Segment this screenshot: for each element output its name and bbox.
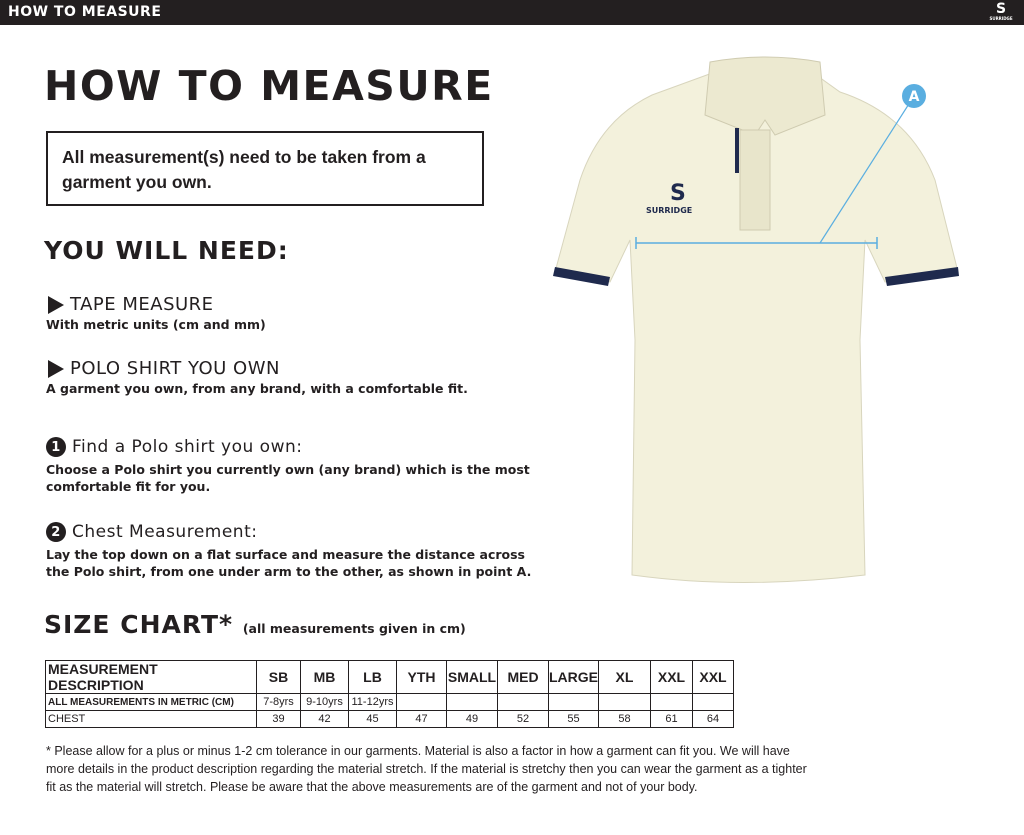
table-cell bbox=[446, 693, 498, 711]
table-cell: 55 bbox=[548, 710, 599, 728]
svg-text:S: S bbox=[670, 181, 686, 206]
size-chart-heading: SIZE CHART* (all measurements given in c… bbox=[44, 610, 466, 639]
table-cell: 58 bbox=[598, 710, 651, 728]
table-cell: SMALL bbox=[446, 660, 498, 694]
size-chart-table: MEASUREMENT DESCRIPTION SB MB LB YTH SMALL MED… bbox=[45, 660, 734, 728]
table-cell: 49 bbox=[446, 710, 498, 728]
shirt-brand: SURRIDGE bbox=[646, 206, 692, 215]
table-row: CHEST 39 42 45 47 49 52 55 58 61 64 bbox=[45, 710, 734, 728]
table-cell: ALL MEASUREMENTS IN METRIC (CM) bbox=[45, 693, 257, 711]
table-cell bbox=[497, 693, 549, 711]
triangle-icon bbox=[48, 359, 64, 378]
table-cell bbox=[548, 693, 599, 711]
point-a-marker bbox=[902, 84, 926, 108]
footnote: * Please allow for a plus or minus 1-2 c… bbox=[46, 744, 807, 794]
table-cell: 11-12yrs bbox=[348, 693, 397, 711]
sleeve-trim-left bbox=[553, 267, 610, 286]
polo-shirt-diagram: S SURRIDGE A bbox=[553, 56, 959, 583]
page-title: HOW TO MEASURE bbox=[44, 62, 494, 110]
table-cell: 45 bbox=[348, 710, 397, 728]
triangle-icon bbox=[48, 295, 64, 314]
table-cell bbox=[598, 693, 651, 711]
table-row: MEASUREMENT DESCRIPTION SB MB LB YTH SMALL MED… bbox=[45, 660, 734, 694]
table-cell: SB bbox=[256, 660, 301, 694]
number-badge: 2 bbox=[46, 522, 66, 542]
table-cell: CHEST bbox=[45, 710, 257, 728]
need-item: POLO SHIRT YOU OWN A garment you own, fr… bbox=[46, 358, 468, 396]
number-badge: 1 bbox=[46, 437, 66, 457]
table-cell: MB bbox=[300, 660, 349, 694]
table-cell: YTH bbox=[396, 660, 447, 694]
table-cell: LARGE bbox=[548, 660, 599, 694]
placket bbox=[739, 129, 771, 231]
header-bar: HOW TO MEASURE S SURRIDGE bbox=[0, 0, 1024, 25]
svg-text:A: A bbox=[909, 89, 920, 105]
table-cell: XXL bbox=[692, 660, 734, 694]
you-will-need-heading: YOU WILL NEED: bbox=[44, 236, 289, 265]
table-cell: 64 bbox=[692, 710, 734, 728]
note-box: All measurement(s) need to be taken from… bbox=[46, 131, 484, 206]
table-cell: 9-10yrs bbox=[300, 693, 349, 711]
sleeve-trim-right bbox=[885, 267, 959, 286]
table-cell: LB bbox=[348, 660, 397, 694]
pointer-line bbox=[819, 95, 915, 244]
brand-logo: S SURRIDGE bbox=[989, 1, 1013, 21]
header-title: HOW TO MEASURE bbox=[8, 4, 162, 20]
table-cell: 47 bbox=[396, 710, 447, 728]
table-cell: 39 bbox=[256, 710, 301, 728]
table-cell: MED bbox=[497, 660, 549, 694]
table-row: ALL MEASUREMENTS IN METRIC (CM) 7-8yrs 9-1… bbox=[45, 693, 734, 711]
table-cell: MEASUREMENT DESCRIPTION bbox=[45, 660, 257, 694]
table-cell bbox=[650, 693, 693, 711]
collar bbox=[704, 56, 826, 136]
table-cell: 42 bbox=[300, 710, 349, 728]
table-cell: 52 bbox=[497, 710, 549, 728]
table-cell: XL bbox=[598, 660, 651, 694]
table-cell bbox=[396, 693, 447, 711]
table-cell: 61 bbox=[650, 710, 693, 728]
step-2: 2 Chest Measurement: Lay the top down on … bbox=[46, 522, 532, 579]
step-1: 1 Find a Polo shirt you own: Choose a Pol… bbox=[46, 437, 530, 494]
table-cell: 7-8yrs bbox=[256, 693, 301, 711]
need-item: TAPE MEASURE With metric units (cm and m… bbox=[46, 294, 266, 332]
table-cell: XXL bbox=[650, 660, 693, 694]
table-cell bbox=[692, 693, 734, 711]
